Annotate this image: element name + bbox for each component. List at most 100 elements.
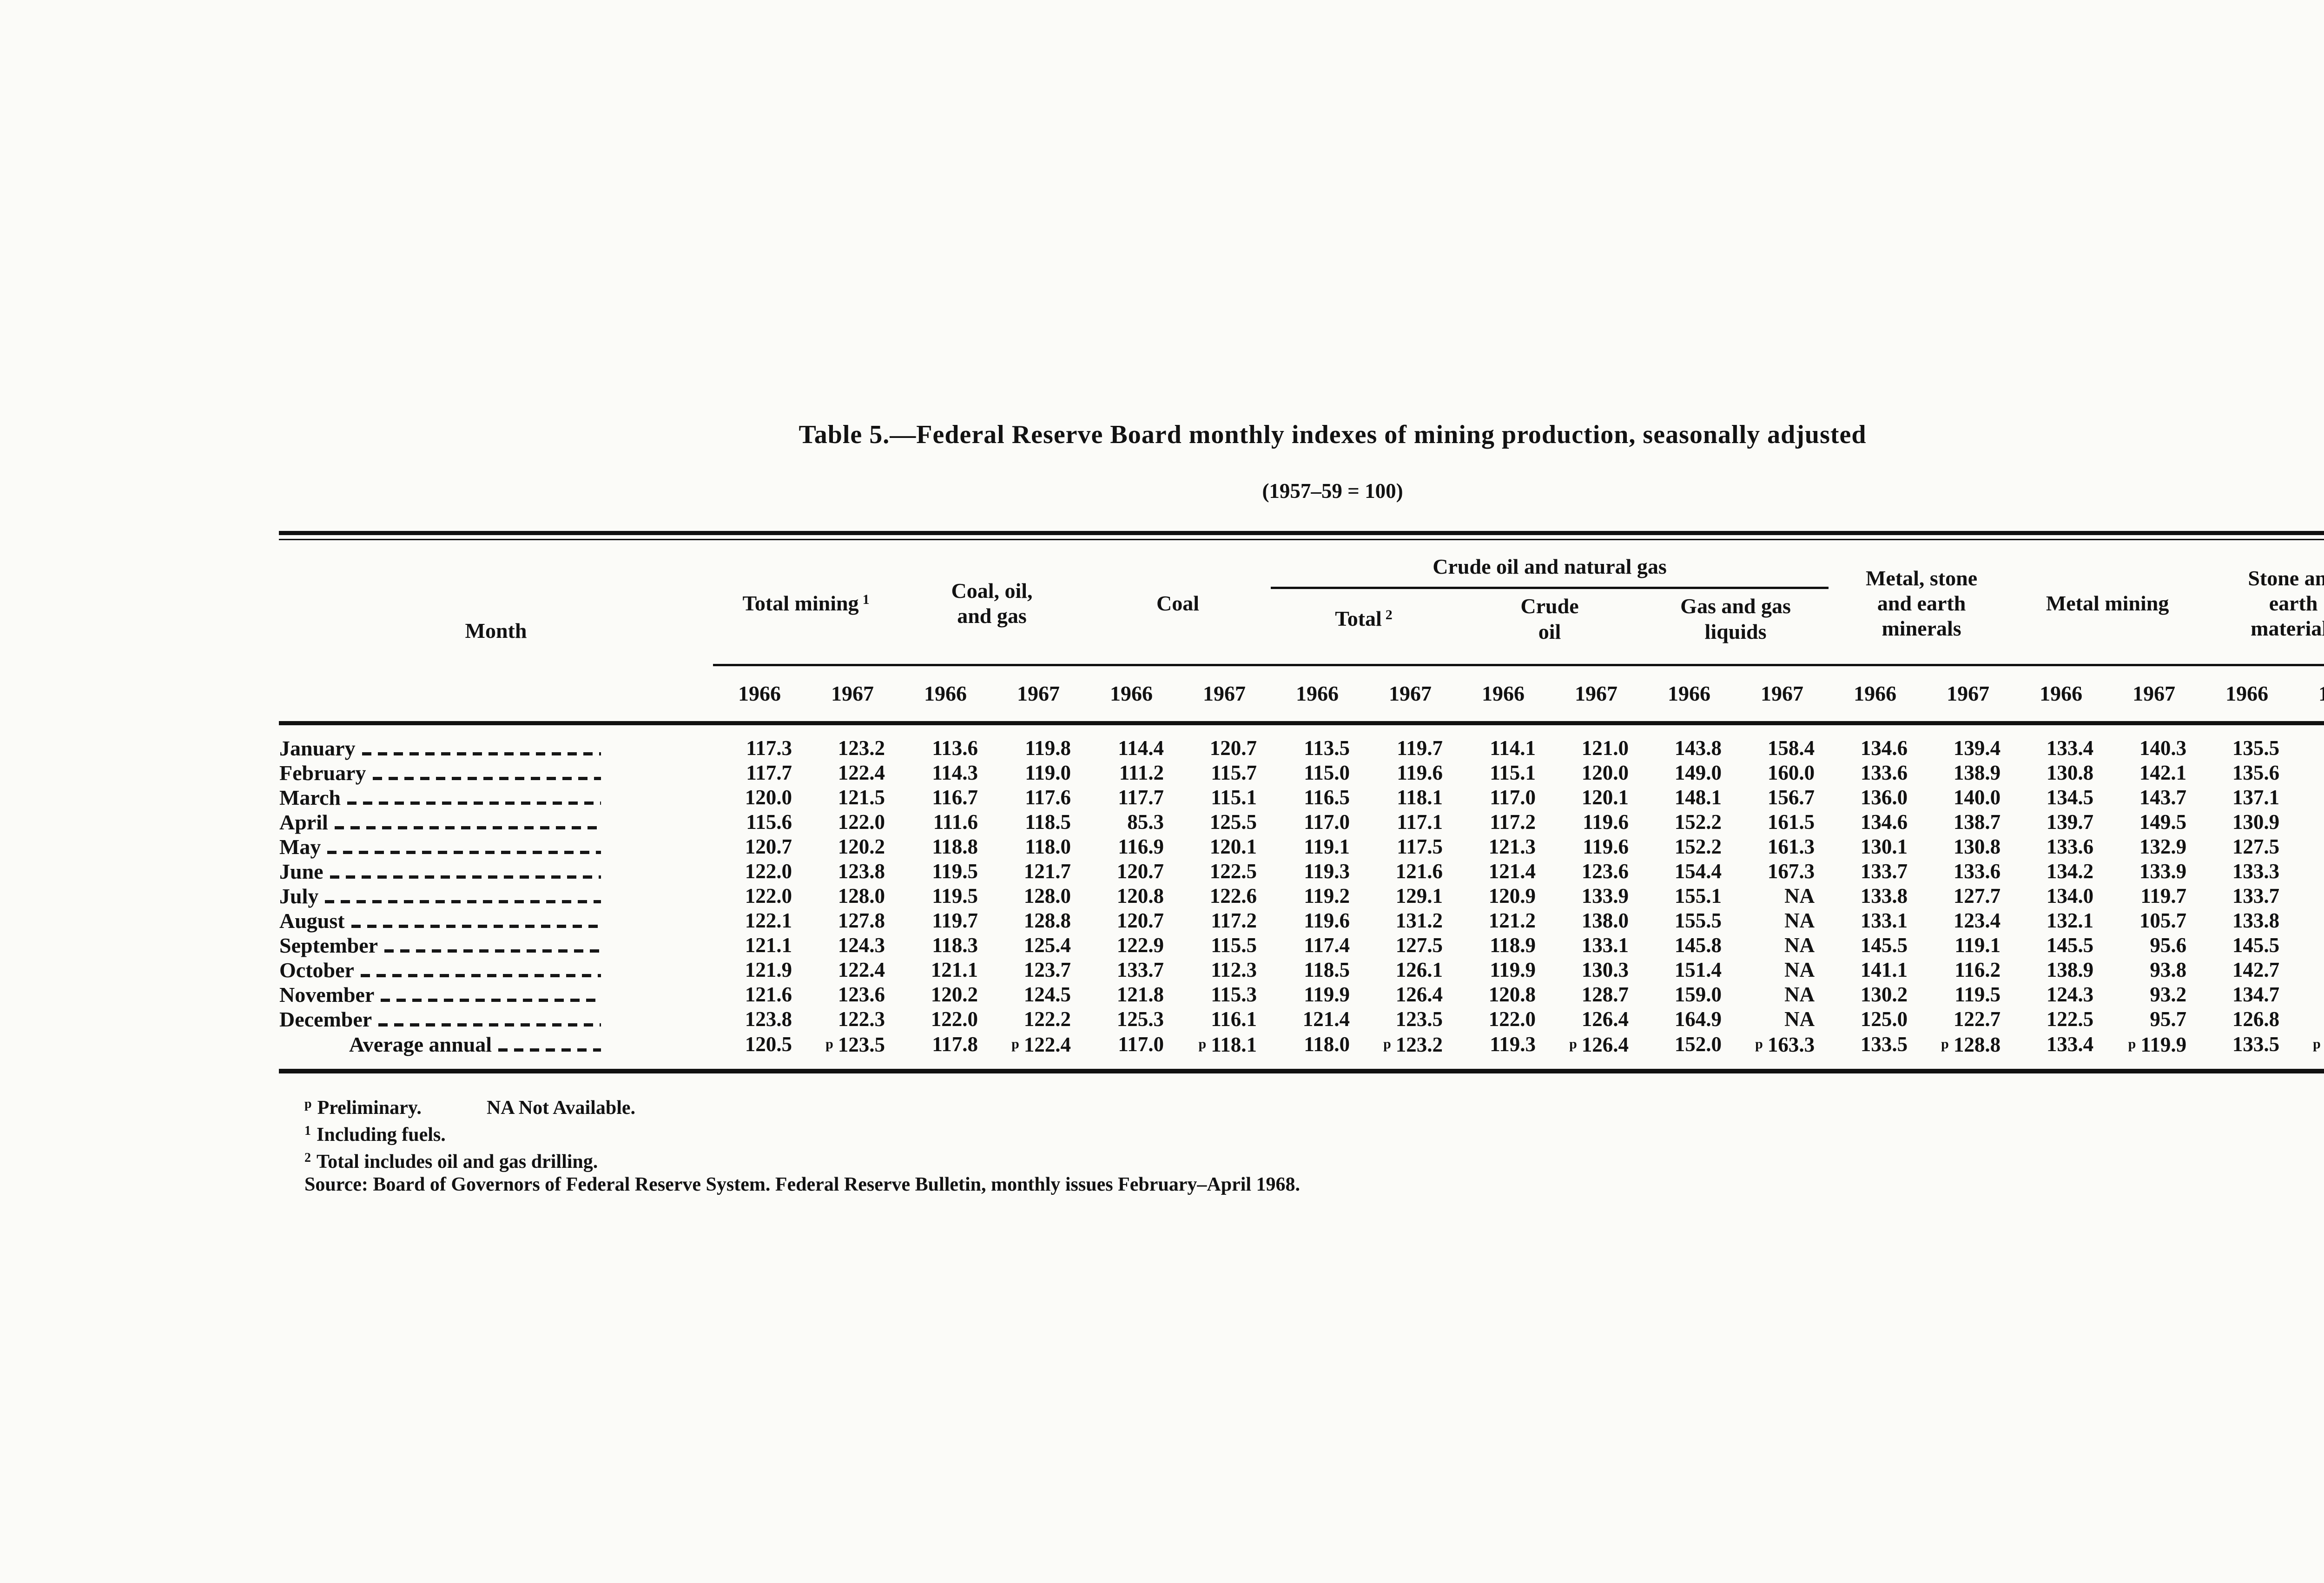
month-cell: September bbox=[279, 933, 713, 958]
value-cell: 130.8 bbox=[1953, 835, 2001, 858]
month-label: Average annual bbox=[349, 1032, 492, 1056]
footnote-line: Source: Board of Governors of Federal Re… bbox=[304, 1174, 1301, 1195]
value-cell: 130.6 bbox=[2293, 810, 2324, 835]
value-cell: 120.8 bbox=[1488, 982, 1536, 1006]
table-row: May 120.7 120.2 118.8 118.0 116.9 120.1 119.1 11… bbox=[279, 835, 2324, 859]
value-cell: 140.3 bbox=[2139, 736, 2187, 760]
value-cell: 117.7 bbox=[746, 761, 792, 784]
group-header: Metal mining bbox=[2046, 591, 2169, 615]
value-cell: p 123.5 bbox=[825, 1033, 885, 1056]
value-cell: 133.7 bbox=[2232, 884, 2280, 907]
month-cell: December bbox=[279, 1007, 713, 1032]
value-cell: 118.0 bbox=[1304, 1032, 1350, 1056]
month-label: May bbox=[279, 835, 321, 859]
dash-leader bbox=[372, 776, 601, 780]
month-column-header: Month bbox=[279, 540, 713, 725]
value-cell: 119.7 bbox=[2140, 884, 2187, 907]
month-label: November bbox=[279, 982, 375, 1007]
value-cell: 116.2 bbox=[1954, 958, 2001, 981]
value-cell: 142.7 bbox=[2293, 1007, 2324, 1032]
value-cell: 120.1 bbox=[1209, 835, 1257, 858]
value-cell: 121.6 bbox=[745, 982, 792, 1006]
value-cell: 115.3 bbox=[1211, 982, 1257, 1006]
value-cell: 134.6 bbox=[1860, 736, 1908, 760]
value-cell: 119.6 bbox=[1583, 810, 1629, 834]
year-header: 1967 bbox=[1178, 663, 1271, 725]
value-cell: 121.8 bbox=[1116, 982, 1164, 1006]
value-cell: 121.5 bbox=[838, 785, 885, 809]
year-header: 1966 bbox=[1829, 663, 1922, 725]
value-cell: 145.5 bbox=[2232, 933, 2280, 957]
value-cell: 123.2 bbox=[838, 736, 885, 760]
value-cell: p 163.3 bbox=[1755, 1033, 1815, 1056]
value-cell: 161.3 bbox=[1767, 835, 1815, 858]
value-cell: 117.2 bbox=[1490, 810, 1536, 834]
month-cell: March bbox=[279, 785, 713, 810]
value-cell: 156.7 bbox=[1767, 785, 1815, 809]
year-header: 1967 bbox=[2107, 663, 2201, 725]
value-cell: 133.9 bbox=[2139, 859, 2187, 883]
value-cell: 121.7 bbox=[1023, 859, 1071, 883]
value-cell: 155.5 bbox=[1674, 908, 1722, 932]
value-cell: 115.1 bbox=[1211, 785, 1257, 809]
value-cell: p 118.1 bbox=[1198, 1033, 1257, 1056]
value-cell: 135.6 bbox=[2232, 761, 2280, 784]
value-cell: 164.9 bbox=[1674, 1007, 1722, 1031]
value-cell: 93.2 bbox=[2150, 982, 2187, 1006]
value-cell: 143.7 bbox=[2139, 785, 2187, 809]
subgroup-header: Total 2 bbox=[1335, 607, 1393, 631]
value-cell: 120.2 bbox=[931, 982, 978, 1006]
month-cell: October bbox=[279, 958, 713, 982]
group-header: Metal, stone and earth minerals bbox=[1866, 566, 1978, 641]
value-cell: 121.4 bbox=[1302, 1007, 1350, 1031]
value-cell: 136.5 bbox=[2293, 933, 2324, 958]
value-cell: 115.1 bbox=[1490, 761, 1536, 784]
value-cell: 122.2 bbox=[1023, 1007, 1071, 1031]
value-cell: 133.1 bbox=[1581, 933, 1629, 957]
value-cell: 133.7 bbox=[1116, 958, 1164, 981]
value-cell: 117.4 bbox=[1304, 933, 1350, 957]
value-cell: 122.0 bbox=[1488, 1007, 1536, 1031]
value-cell: 134.7 bbox=[2232, 982, 2280, 1006]
value-cell: 133.3 bbox=[2232, 859, 2280, 883]
table-row: March 120.0 121.5 116.7 117.6 117.7 115.1 116.5… bbox=[279, 785, 2324, 810]
value-cell: 125.0 bbox=[1860, 1007, 1908, 1031]
value-cell: 120.7 bbox=[745, 835, 792, 858]
value-cell: 134.2 bbox=[2046, 859, 2094, 883]
value-cell: NA bbox=[1784, 933, 1815, 957]
table-container: Month Total mining 1 Coal, oil, and gas Coal C… bbox=[279, 531, 2324, 1073]
value-cell: 115.6 bbox=[746, 810, 792, 834]
value-cell: 138.0 bbox=[1581, 908, 1629, 932]
value-cell: 128.7 bbox=[1581, 982, 1629, 1006]
value-cell: 123.8 bbox=[745, 1007, 792, 1031]
value-cell: 122.0 bbox=[745, 859, 792, 883]
value-cell: 138.9 bbox=[2046, 958, 2094, 981]
value-cell: 124.5 bbox=[1023, 982, 1071, 1006]
value-cell: 122.0 bbox=[838, 810, 885, 834]
value-cell: 115.7 bbox=[1211, 761, 1257, 784]
value-cell: 119.5 bbox=[932, 859, 978, 883]
value-cell: 161.5 bbox=[1767, 810, 1815, 834]
value-cell: 117.7 bbox=[1118, 785, 1164, 809]
value-cell: 119.1 bbox=[1954, 933, 2001, 957]
month-cell: Average annual bbox=[279, 1032, 713, 1069]
dash-leader bbox=[351, 924, 601, 928]
value-cell: 134.0 bbox=[2046, 884, 2094, 907]
value-cell: 130.9 bbox=[2232, 810, 2280, 834]
year-header: 1966 bbox=[1643, 663, 1736, 725]
value-cell: 152.2 bbox=[1674, 810, 1722, 834]
value-cell: 139.0 bbox=[2293, 982, 2324, 1007]
value-cell: 133.6 bbox=[1953, 859, 2001, 883]
value-cell: 119.8 bbox=[1025, 736, 1071, 760]
value-cell: 142.7 bbox=[2232, 958, 2280, 981]
table-row: July 122.0 128.0 119.5 128.0 120.8 122.6 119.2 1… bbox=[279, 884, 2324, 908]
value-cell: 154.4 bbox=[1674, 859, 1722, 883]
value-cell: 134.6 bbox=[1860, 810, 1908, 834]
value-cell: 122.0 bbox=[745, 884, 792, 907]
value-cell: 130.3 bbox=[1581, 958, 1629, 981]
page-title: Table 5.—Federal Reserve Board monthly i… bbox=[799, 420, 1867, 449]
table-subtitle: (1957–59 = 100) bbox=[1262, 479, 1403, 503]
preliminary-marker: p bbox=[1198, 1036, 1207, 1052]
value-cell: 126.8 bbox=[2232, 1007, 2280, 1031]
value-cell: 133.7 bbox=[1860, 859, 1908, 883]
